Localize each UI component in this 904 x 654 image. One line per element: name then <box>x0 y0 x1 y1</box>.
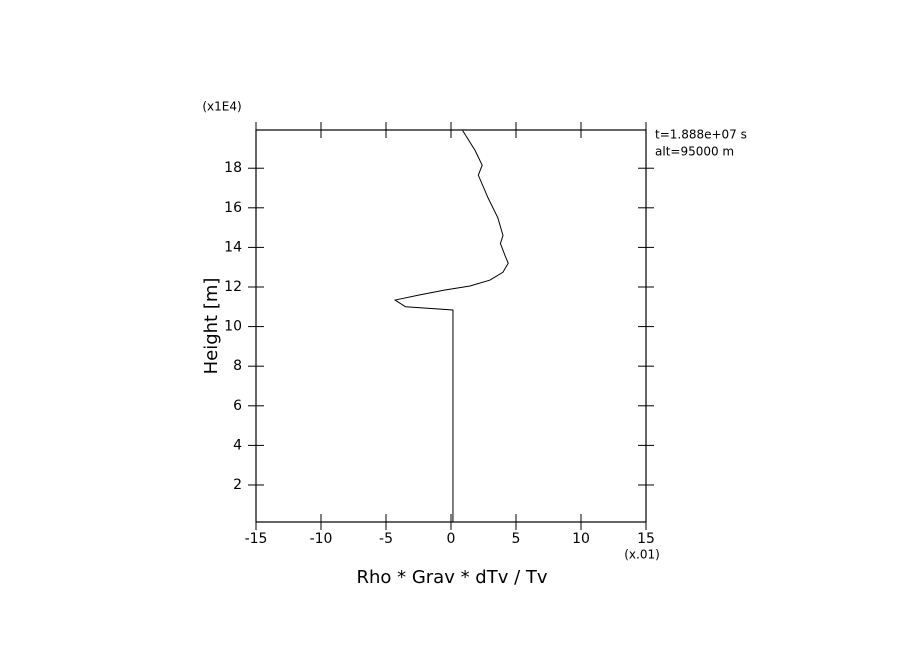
x-tick-label: 0 <box>447 531 456 547</box>
y-tick-label: 6 <box>233 398 242 414</box>
x-tick-label: -5 <box>379 531 393 547</box>
y-tick-label: 12 <box>224 279 242 295</box>
y-axis-label: Height [m] <box>201 278 222 375</box>
y-multiplier: (x1E4) <box>202 100 241 114</box>
x-multiplier: (x.01) <box>624 548 660 562</box>
x-tick-label: 5 <box>512 531 521 547</box>
y-tick-label: 14 <box>224 239 242 255</box>
profile-line <box>393 130 509 522</box>
y-tick-label: 2 <box>233 477 242 493</box>
x-axis-label: Rho * Grav * dTv / Tv <box>356 567 547 588</box>
y-tick-label: 4 <box>233 437 242 453</box>
annotation: alt=95000 m <box>655 145 734 159</box>
y-tick-label: 18 <box>224 160 242 176</box>
y-tick-label: 8 <box>233 358 242 374</box>
annotation: t=1.888e+07 s <box>655 128 747 142</box>
x-tick-label: -10 <box>310 531 333 547</box>
y-tick-label: 10 <box>224 319 242 335</box>
x-tick-label: 10 <box>572 531 590 547</box>
y-tick-label: 16 <box>224 200 242 216</box>
x-tick-label: -15 <box>245 531 268 547</box>
x-tick-label: 15 <box>637 531 655 547</box>
plot-frame <box>255 129 647 523</box>
